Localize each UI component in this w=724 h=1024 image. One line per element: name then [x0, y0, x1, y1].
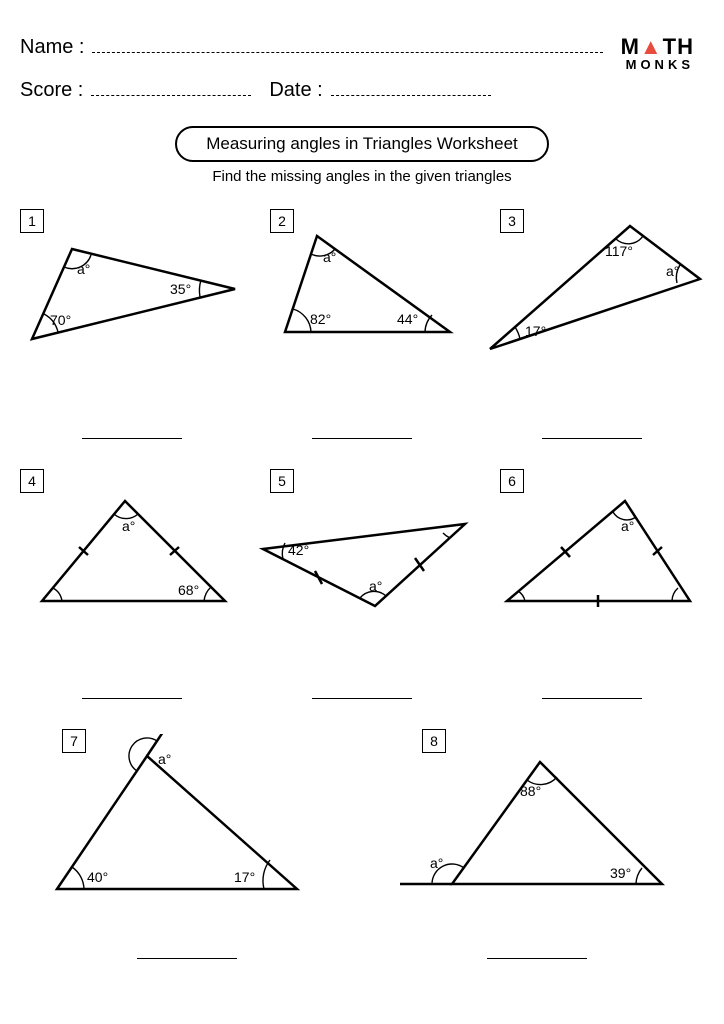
- answer-blank[interactable]: [312, 438, 412, 439]
- name-blank[interactable]: [92, 30, 602, 53]
- question-1: 1 a° 35° 70°: [20, 199, 244, 459]
- angle-17: 17°: [234, 869, 255, 885]
- date-label: Date :: [269, 79, 322, 102]
- triangle-icon: ▲: [640, 34, 663, 59]
- worksheet-title: Measuring angles in Triangles Worksheet: [175, 126, 549, 162]
- instruction-text: Find the missing angles in the given tri…: [20, 168, 704, 185]
- question-2: 2 a° 82° 44°: [250, 199, 474, 459]
- angle-35: 35°: [170, 281, 191, 297]
- answer-blank[interactable]: [312, 698, 412, 699]
- question-5: 5 42° a°: [250, 459, 474, 719]
- score-date-row: Score : Date :: [20, 73, 621, 102]
- logo-m: M: [621, 34, 640, 59]
- angle-44: 44°: [397, 311, 418, 327]
- triangle-5: 42° a°: [255, 494, 480, 624]
- angle-a: a°: [369, 578, 382, 594]
- name-field: Name :: [20, 30, 621, 59]
- angle-a: a°: [666, 263, 679, 279]
- question-3: 3 117° a° 17°: [480, 199, 704, 459]
- questions-row-2: 7 a° 40° 17° 8: [20, 719, 704, 979]
- angle-39: 39°: [610, 865, 631, 881]
- triangle-3: 117° a° 17°: [480, 214, 715, 364]
- answer-blank[interactable]: [137, 958, 237, 959]
- angle-a: a°: [621, 518, 634, 534]
- angle-a: a°: [122, 518, 135, 534]
- answer-blank[interactable]: [82, 698, 182, 699]
- triangle-2: a° 82° 44°: [275, 224, 485, 354]
- triangle-8: 88° a° 39°: [392, 744, 682, 909]
- angle-117: 117°: [605, 243, 633, 259]
- angle-68: 68°: [178, 582, 199, 598]
- logo-th: TH: [663, 34, 694, 59]
- logo-sub: MONKS: [621, 58, 694, 71]
- question-7: 7 a° 40° 17°: [42, 719, 332, 979]
- header-fields: Name : Score : Date :: [20, 30, 621, 116]
- angle-a: a°: [158, 751, 171, 767]
- name-label: Name :: [20, 36, 84, 59]
- triangle-6: a°: [495, 489, 700, 619]
- triangle-1: a° 35° 70°: [20, 229, 250, 369]
- answer-blank[interactable]: [542, 438, 642, 439]
- answer-blank[interactable]: [82, 438, 182, 439]
- angle-88: 88°: [520, 783, 541, 799]
- question-6: 6 a°: [480, 459, 704, 719]
- question-number: 5: [270, 469, 294, 493]
- question-4: 4 a° 68°: [20, 459, 244, 719]
- angle-82: 82°: [310, 311, 331, 327]
- header: Name : Score : Date : M▲TH MONKS: [20, 30, 704, 116]
- angle-a: a°: [323, 249, 336, 265]
- date-blank[interactable]: [331, 73, 491, 96]
- angle-42: 42°: [288, 542, 309, 558]
- angle-a: a°: [430, 855, 443, 871]
- angle-17: 17°: [525, 323, 546, 339]
- logo: M▲TH MONKS: [621, 36, 694, 71]
- worksheet-page: Name : Score : Date : M▲TH MONKS Measuri…: [0, 0, 724, 1024]
- questions-grid: 1 a° 35° 70° 2 a° 82° 44°: [20, 199, 704, 719]
- score-label: Score :: [20, 79, 83, 102]
- answer-blank[interactable]: [487, 958, 587, 959]
- angle-70: 70°: [50, 312, 71, 328]
- question-8: 8 88° a° 39°: [392, 719, 682, 979]
- angle-40: 40°: [87, 869, 108, 885]
- angle-a: a°: [77, 261, 90, 277]
- score-blank[interactable]: [91, 73, 251, 96]
- triangle-4: a° 68°: [30, 489, 240, 619]
- answer-blank[interactable]: [542, 698, 642, 699]
- triangle-7: a° 40° 17°: [42, 734, 332, 909]
